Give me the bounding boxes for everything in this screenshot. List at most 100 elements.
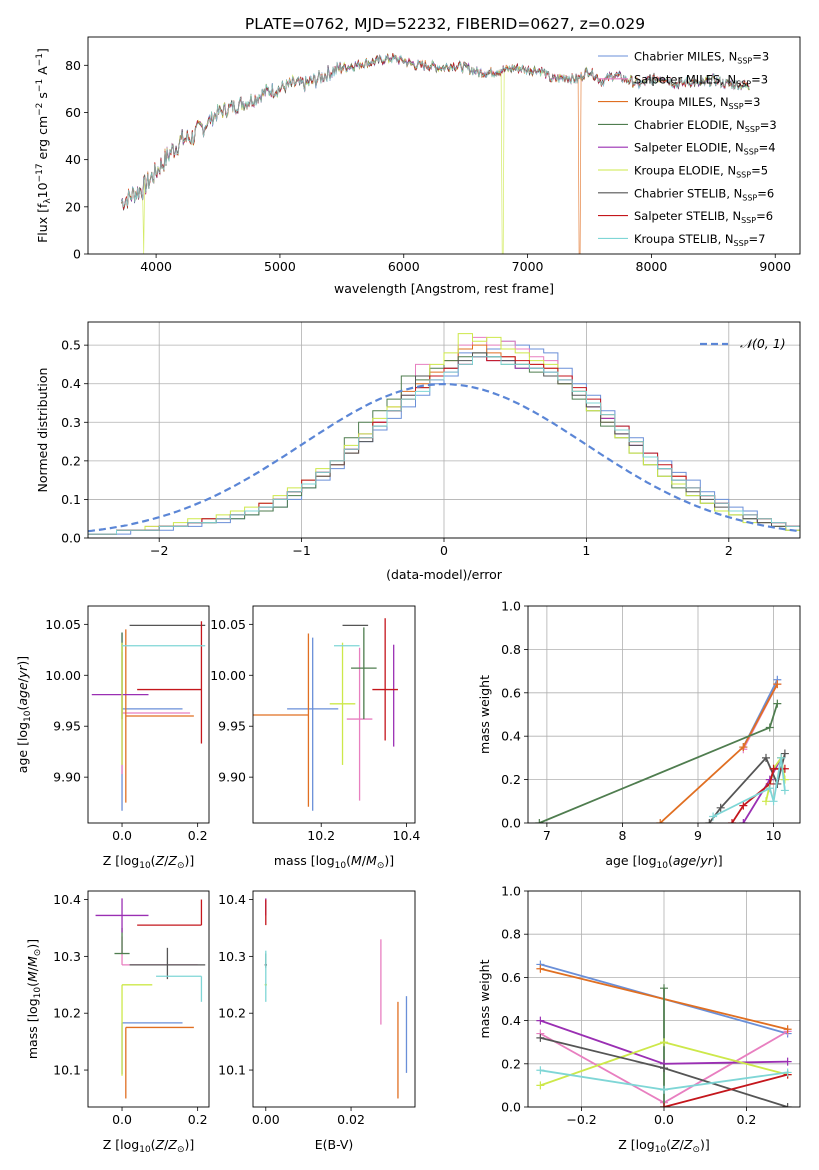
errorbar-point [253, 633, 310, 807]
x-tick-label: 10.4 [393, 828, 421, 843]
y-tick-label: 40 [65, 152, 81, 167]
y-tick-label: 10.3 [53, 949, 81, 964]
legend-entry: Chabrier MILES, NSSP=3 [634, 50, 769, 66]
axes-frame [87, 890, 210, 1108]
weight-marker [769, 797, 778, 806]
mass_vs_ebv-xlabel: E(B-V) [315, 1137, 354, 1152]
y-tick-label: 0.3 [61, 415, 81, 430]
mass_vs_Z-ylabel: mass [log10(M/M⊙)] [25, 939, 43, 1059]
age_vs_Z-ylabel: age [log10(age/yr)] [15, 656, 33, 773]
spectrum-xlabel: wavelength [Angstrom, rest frame] [334, 281, 554, 296]
weight-marker [780, 786, 789, 795]
panel-age_vs_Z: 0.0 0.2 9.90 9.95 10.00 10.05 Z [log10(Z/Z⊙)] a… [15, 605, 210, 871]
y-tick-label: 0.8 [501, 642, 521, 657]
legend-entry: Salpeter ELODIE, NSSP=4 [634, 141, 776, 157]
x-tick-label: 0.00 [252, 1112, 280, 1127]
weight-marker [536, 1066, 545, 1075]
weight-marker [716, 803, 725, 812]
weight-marker [773, 699, 782, 708]
weight-series [536, 1066, 792, 1094]
weight-series [656, 680, 782, 823]
legend-entry: Kroupa STELIB, NSSP=7 [634, 232, 765, 248]
y-tick-label: 9.95 [218, 719, 246, 734]
x-tick-label: 7000 [512, 259, 544, 274]
x-tick-label: 0.2 [188, 1112, 208, 1127]
mass_vs_Z-xlabel: Z [log10(Z/Z⊙)] [103, 1137, 195, 1155]
weight-marker [660, 984, 668, 993]
weight-marker [780, 775, 789, 784]
plot-area-spectrum [121, 53, 750, 254]
legend-entry: Salpeter MILES, NSSP=3 [634, 72, 768, 88]
weight-marker [783, 1057, 792, 1066]
weight-marker [765, 723, 774, 732]
weight-marker [709, 812, 718, 821]
y-tick-label: 0.4 [501, 729, 521, 744]
errorbar-point [287, 637, 339, 811]
weight-marker [536, 1033, 545, 1042]
y-tick-label: 0.0 [501, 1100, 521, 1115]
x-tick-label: 0.0 [112, 1112, 132, 1127]
weight-marker [660, 1085, 668, 1094]
y-tick-label: 10.4 [53, 892, 81, 907]
gaussian-legend: 𝒩(0, 1) [740, 336, 786, 351]
errorbar-point [137, 899, 203, 926]
y-tick-label: 80 [65, 58, 81, 73]
gaussian-curve [88, 382, 800, 533]
weight-marker [728, 819, 736, 823]
y-tick-label: 60 [65, 105, 81, 120]
errorbar-point [351, 627, 377, 720]
legend-entry: Kroupa ELODIE, NSSP=5 [634, 164, 768, 180]
residuals-ylabel: Normed distribution [35, 368, 50, 493]
weight-marker [536, 1081, 545, 1090]
y-tick-label: 10.05 [210, 617, 246, 632]
panel-mass_vs_Z: 0.0 0.2 10.1 10.2 10.3 10.4 Z [log10(Z/Z⊙)] mas… [25, 890, 210, 1155]
weight-marker [777, 753, 786, 762]
y-tick-label: 9.95 [53, 719, 81, 734]
panel-weight_vs_Z: −0.2 0.0 0.2 0.0 0.2 0.4 0.6 0.8 1.0 Z [log10(Z/Z… [477, 884, 801, 1155]
weight-marker [739, 801, 748, 810]
weight-marker [660, 1038, 668, 1047]
y-tick-label: 1.0 [501, 884, 521, 899]
weight-marker [783, 1068, 792, 1077]
axes-frame [527, 890, 801, 1108]
panel-weight_vs_age: 7 8 9 10 0.0 0.2 0.4 0.6 0.8 1.0 age [log10(age/yr… [477, 599, 801, 871]
weight-line [663, 1073, 788, 1107]
weight-marker [705, 819, 714, 823]
weight-marker [739, 819, 748, 823]
y-tick-label: 10.05 [45, 617, 81, 632]
errorbar-point [125, 1026, 194, 1099]
plot-area-weight_vs_age [535, 675, 789, 823]
residuals-xlabel: (data-model)/error [386, 567, 503, 582]
x-tick-label: 0.0 [654, 1112, 674, 1127]
weight-series [536, 1033, 792, 1107]
spectrum-line [121, 53, 750, 208]
errorbar-point [346, 647, 373, 801]
legend-entry: Salpeter STELIB, NSSP=6 [634, 209, 773, 225]
x-tick-label: 8000 [636, 259, 668, 274]
weight-marker [780, 749, 789, 758]
y-tick-label: 0.2 [501, 772, 521, 787]
y-tick-label: 0.8 [501, 927, 521, 942]
panel-spectrum: 4000 5000 6000 7000 8000 9000 0 20 40 60 80 wavelen… [35, 36, 801, 296]
plot-area-age_vs_Z [91, 621, 206, 811]
plot-area-weight_vs_Z [536, 960, 792, 1107]
y-tick-label: 10.1 [53, 1063, 81, 1078]
x-tick-label: −1 [292, 543, 310, 558]
x-tick-label: 6000 [388, 259, 420, 274]
y-tick-label: 0.2 [61, 453, 81, 468]
x-tick-label: 9000 [759, 259, 791, 274]
y-tick-label: 10.2 [218, 1006, 246, 1021]
x-tick-label: 1 [582, 543, 590, 558]
weight-marker [536, 1016, 545, 1025]
weight-marker [660, 1103, 668, 1107]
y-tick-label: 9.90 [53, 770, 81, 785]
spectrum-ylabel: Flux [fλ10−17 erg cm−2 s−1 A−1] [35, 48, 53, 243]
y-tick-label: 0 [73, 247, 81, 262]
x-tick-label: 0 [440, 543, 448, 558]
y-tick-label: 0.6 [501, 685, 521, 700]
figure-title: PLATE=0762, MJD=52232, FIBERID=0627, z=0… [245, 15, 645, 33]
panel-residuals: −2 −1 0 1 2 0.0 0.1 0.2 0.3 0.4 0.5 𝒩(0, 1) (data-mo… [35, 321, 801, 582]
panel-mass_vs_ebv: 0.00 0.02 10.1 10.2 10.3 10.4 E(B-V) [218, 890, 416, 1152]
weight-marker [769, 764, 778, 773]
y-tick-label: 0.0 [501, 816, 521, 831]
